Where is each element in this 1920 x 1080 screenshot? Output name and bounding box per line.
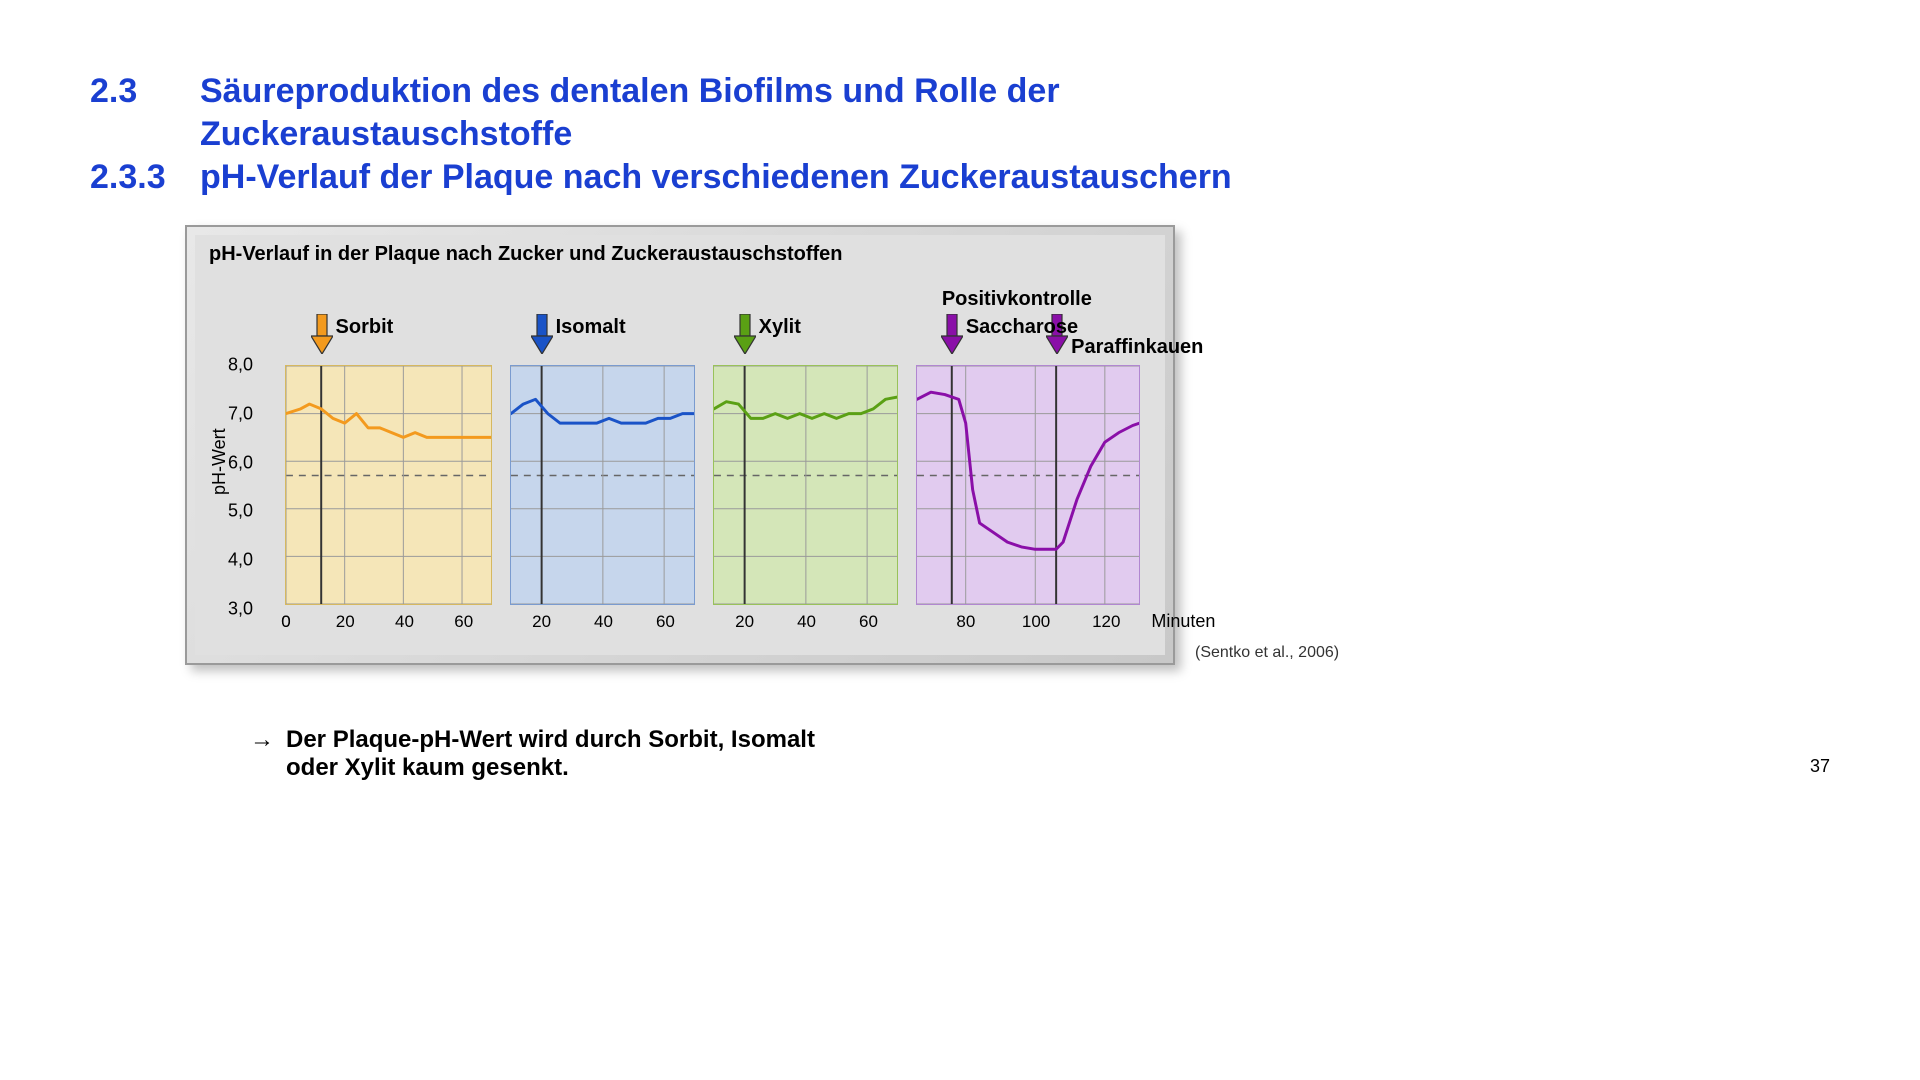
- heading-number-1: 2.3: [90, 72, 200, 111]
- heading-text-1a: Säureproduktion des dentalen Biofilms un…: [200, 72, 1060, 111]
- xtick: 100: [1022, 612, 1050, 632]
- heading-number-2: 2.3.3: [90, 158, 200, 197]
- chart-panel-isomalt: Isomalt204060: [510, 365, 696, 605]
- xtick: 20: [735, 612, 754, 632]
- chart-title: pH-Verlauf in der Plaque nach Zucker und…: [209, 243, 842, 266]
- xtick: 0: [281, 612, 290, 632]
- panel-label: Sorbit: [336, 316, 394, 339]
- heading-number-spacer: [90, 115, 200, 154]
- positive-control-label: Positivkontrolle: [942, 288, 1092, 311]
- xtick: 60: [859, 612, 878, 632]
- chart-panel-xylit: Xylit204060: [713, 365, 899, 605]
- arrow-icon: [734, 314, 756, 354]
- heading-row-2: 2.3.3 pH-Verlauf der Plaque nach verschi…: [90, 158, 1830, 197]
- xtick: 40: [594, 612, 613, 632]
- arrow-icon: [311, 314, 333, 354]
- panel-second-label: Paraffinkauen: [1071, 336, 1203, 359]
- heading-row-1: 2.3 Säureproduktion des dentalen Biofilm…: [90, 72, 1830, 111]
- xtick: 60: [454, 612, 473, 632]
- panel-label: Xylit: [759, 316, 801, 339]
- ytick: 6,0: [228, 452, 253, 473]
- chart-panel-saccharose: SaccharoseParaffinkauen80100120MinutenPo…: [916, 365, 1141, 605]
- x-axis-label: Minuten: [1151, 611, 1215, 632]
- xtick: 120: [1092, 612, 1120, 632]
- citation-text: (Sentko et al., 2006): [1195, 644, 1339, 662]
- chart-ylabel: pH-Wert: [209, 428, 230, 495]
- bullet-text: Der Plaque-pH-Wert wird durch Sorbit, Is…: [286, 726, 815, 782]
- xtick: 20: [336, 612, 355, 632]
- chart-plot-area: Sorbit02040600Isomalt204060Xylit204060Sa…: [285, 365, 1145, 605]
- page-number: 37: [1810, 756, 1830, 777]
- xtick: 20: [532, 612, 551, 632]
- ytick: 3,0: [228, 599, 253, 620]
- panel-label: Saccharose: [966, 316, 1078, 339]
- panel-label: Isomalt: [556, 316, 626, 339]
- ytick: 5,0: [228, 501, 253, 522]
- heading-row-1b: Zuckeraustauschstoffe: [90, 115, 1830, 154]
- heading-text-2: pH-Verlauf der Plaque nach verschiedenen…: [200, 158, 1232, 197]
- chart-frame: pH-Verlauf in der Plaque nach Zucker und…: [185, 225, 1175, 665]
- arrow-icon: [531, 314, 553, 354]
- xtick: 60: [656, 612, 675, 632]
- chart-panel-sorbit: Sorbit02040600: [285, 365, 492, 605]
- heading-block: 2.3 Säureproduktion des dentalen Biofilm…: [90, 72, 1830, 201]
- ytick: 7,0: [228, 403, 253, 424]
- bullet-line-1: Der Plaque-pH-Wert wird durch Sorbit, Is…: [286, 726, 815, 753]
- arrow-icon: →: [250, 726, 274, 782]
- ytick: 4,0: [228, 550, 253, 571]
- chart-inner: pH-Verlauf in der Plaque nach Zucker und…: [195, 235, 1165, 655]
- heading-text-1b: Zuckeraustauschstoffe: [200, 115, 572, 154]
- xtick: 40: [797, 612, 816, 632]
- bullet-line-2: oder Xylit kaum gesenkt.: [286, 754, 569, 781]
- ytick: 8,0: [228, 355, 253, 376]
- arrow-icon: [941, 314, 963, 354]
- xtick: 80: [956, 612, 975, 632]
- xtick: 40: [395, 612, 414, 632]
- summary-bullet: → Der Plaque-pH-Wert wird durch Sorbit, …: [250, 726, 815, 782]
